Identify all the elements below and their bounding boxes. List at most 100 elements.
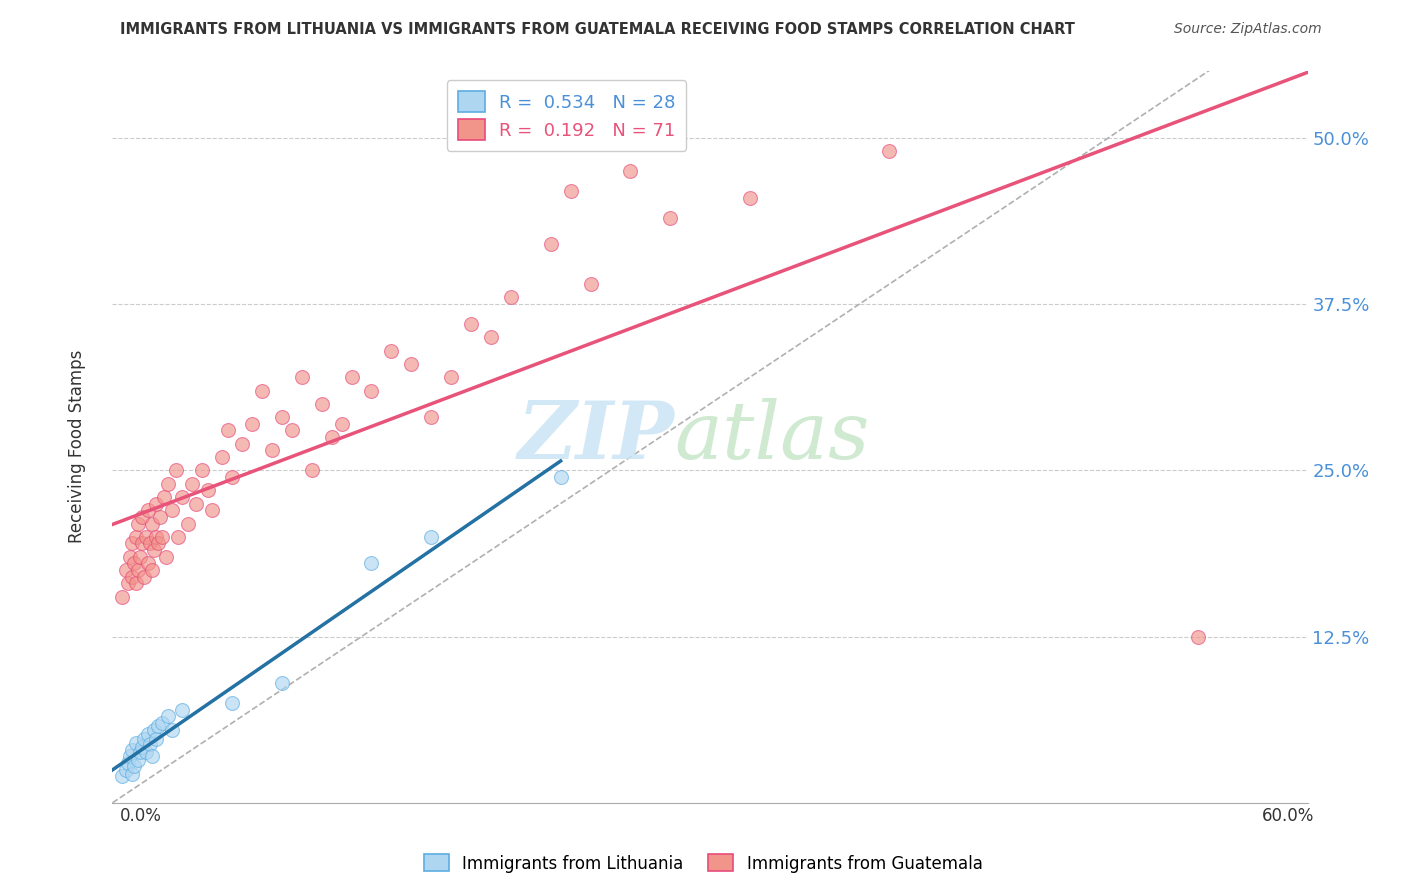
Point bbox=[360, 557, 382, 571]
Point bbox=[125, 576, 148, 591]
Point bbox=[270, 676, 292, 690]
Point bbox=[139, 737, 162, 751]
Point bbox=[127, 753, 149, 767]
Point bbox=[134, 731, 156, 746]
Text: 0.0%: 0.0% bbox=[120, 807, 162, 825]
Point bbox=[1187, 630, 1209, 644]
Point bbox=[127, 516, 149, 531]
Point bbox=[281, 424, 304, 438]
Point bbox=[121, 570, 143, 584]
Point bbox=[125, 736, 148, 750]
Point bbox=[738, 191, 761, 205]
Text: Source: ZipAtlas.com: Source: ZipAtlas.com bbox=[1174, 22, 1322, 37]
Point bbox=[121, 742, 143, 756]
Point bbox=[135, 745, 157, 759]
Point bbox=[579, 277, 602, 292]
Point bbox=[186, 497, 208, 511]
Point bbox=[153, 490, 176, 504]
Point bbox=[148, 536, 170, 550]
Point bbox=[499, 290, 522, 304]
Point bbox=[111, 590, 134, 604]
Text: 60.0%: 60.0% bbox=[1263, 807, 1315, 825]
Point bbox=[117, 576, 139, 591]
Point bbox=[134, 570, 156, 584]
Point bbox=[117, 756, 139, 770]
Point bbox=[120, 749, 142, 764]
Point bbox=[165, 463, 187, 477]
Text: IMMIGRANTS FROM LITHUANIA VS IMMIGRANTS FROM GUATEMALA RECEIVING FOOD STAMPS COR: IMMIGRANTS FROM LITHUANIA VS IMMIGRANTS … bbox=[120, 22, 1074, 37]
Point bbox=[121, 536, 143, 550]
Point bbox=[197, 483, 219, 498]
Point bbox=[270, 410, 292, 425]
Point bbox=[550, 470, 572, 484]
Point bbox=[141, 516, 163, 531]
Point bbox=[162, 723, 183, 737]
Point bbox=[330, 417, 353, 431]
Point bbox=[659, 211, 682, 225]
Point bbox=[141, 749, 163, 764]
Point bbox=[360, 384, 382, 398]
Point bbox=[240, 417, 263, 431]
Point bbox=[540, 237, 562, 252]
Point bbox=[177, 516, 200, 531]
Point bbox=[172, 490, 194, 504]
Point bbox=[162, 503, 183, 517]
Point bbox=[143, 543, 166, 558]
Point bbox=[221, 470, 243, 484]
Point bbox=[167, 530, 190, 544]
Point bbox=[479, 330, 502, 344]
Point bbox=[145, 530, 167, 544]
Point bbox=[172, 703, 194, 717]
Point bbox=[291, 370, 314, 384]
Point bbox=[124, 758, 146, 772]
Point bbox=[420, 410, 443, 425]
Point bbox=[115, 563, 138, 577]
Point bbox=[191, 463, 214, 477]
Point bbox=[879, 144, 901, 158]
Point bbox=[150, 530, 173, 544]
Point bbox=[135, 530, 157, 544]
Point bbox=[321, 430, 343, 444]
Point bbox=[131, 509, 153, 524]
Point bbox=[560, 184, 582, 198]
Legend: R =  0.534   N = 28, R =  0.192   N = 71: R = 0.534 N = 28, R = 0.192 N = 71 bbox=[447, 80, 686, 151]
Point bbox=[129, 745, 152, 759]
Point bbox=[157, 476, 180, 491]
Point bbox=[127, 563, 149, 577]
Point bbox=[145, 731, 167, 746]
Point bbox=[131, 536, 153, 550]
Point bbox=[143, 723, 166, 737]
Legend: Immigrants from Lithuania, Immigrants from Guatemala: Immigrants from Lithuania, Immigrants fr… bbox=[418, 847, 988, 880]
Point bbox=[148, 719, 170, 733]
Point bbox=[260, 443, 283, 458]
Point bbox=[181, 476, 204, 491]
Point bbox=[401, 357, 423, 371]
Point bbox=[155, 549, 177, 564]
Point bbox=[420, 530, 443, 544]
Point bbox=[138, 503, 160, 517]
Point bbox=[201, 503, 224, 517]
Point bbox=[145, 497, 167, 511]
Text: Receiving Food Stamps: Receiving Food Stamps bbox=[69, 350, 86, 542]
Point bbox=[115, 763, 138, 777]
Point bbox=[131, 739, 153, 754]
Point bbox=[129, 549, 152, 564]
Point bbox=[149, 509, 172, 524]
Point bbox=[231, 436, 253, 450]
Point bbox=[121, 766, 143, 780]
Point bbox=[120, 549, 142, 564]
Point bbox=[141, 563, 163, 577]
Point bbox=[138, 726, 160, 740]
Point bbox=[619, 164, 641, 178]
Point bbox=[460, 317, 482, 331]
Point bbox=[211, 450, 233, 464]
Point bbox=[138, 557, 160, 571]
Point bbox=[217, 424, 239, 438]
Point bbox=[340, 370, 363, 384]
Point bbox=[440, 370, 463, 384]
Point bbox=[311, 397, 333, 411]
Point bbox=[301, 463, 323, 477]
Point bbox=[157, 709, 180, 723]
Point bbox=[221, 696, 243, 710]
Point bbox=[124, 557, 146, 571]
